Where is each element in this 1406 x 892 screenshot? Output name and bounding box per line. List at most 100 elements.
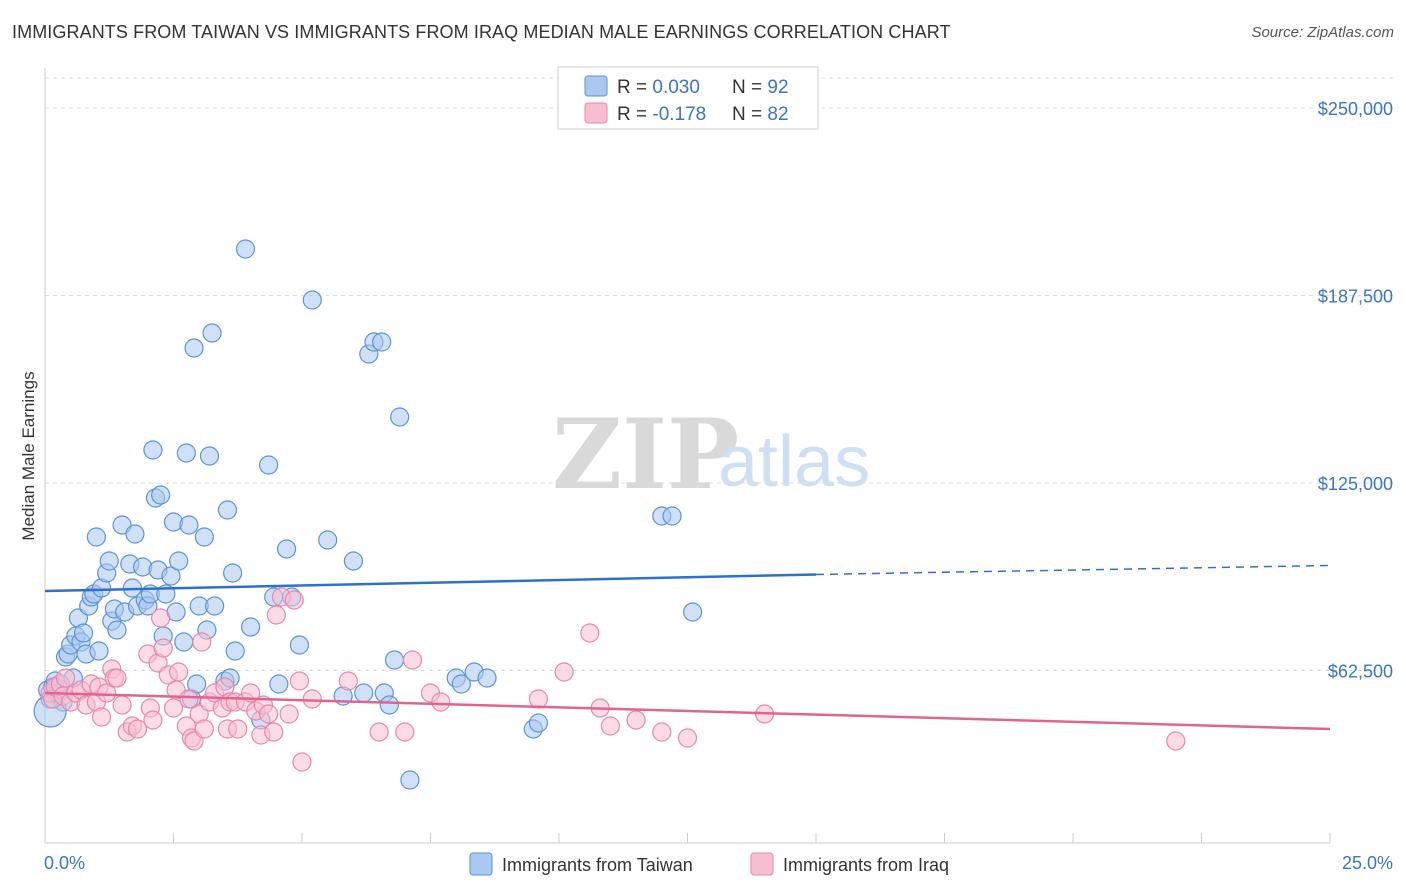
y-tick-label: $250,000 [1318,99,1393,119]
iraq-point [151,608,171,628]
iraq-point [169,662,189,682]
grid-lines [45,77,1395,671]
iraq-point [258,704,279,724]
iraq-point [626,710,646,730]
series-iraq-points [40,587,1186,772]
iraq-point [369,722,389,742]
taiwan-point [184,338,204,358]
svg-text:N = 82: N = 82 [732,104,789,125]
legend-n-value-taiwan: 92 [767,77,788,98]
iraq-point [97,683,117,703]
iraq-trend-line [44,691,1331,731]
legend-n-label-iraq: N = [732,104,767,125]
iraq-point [264,722,284,742]
legend-r-value-iraq: -0.178 [652,104,706,125]
taiwan-point [199,446,220,466]
iraq-point [395,722,415,742]
taiwan-trend-extension [815,564,1331,576]
taiwan-point [241,617,261,637]
iraq-point [192,632,212,652]
taiwan-point [662,506,682,526]
watermark-zip: ZIP [552,398,739,511]
bottom-legend-label-taiwan: Immigrants from Taiwan [502,855,693,875]
x-tick-label-min: 0.0% [44,853,85,873]
iraq-point [677,728,698,748]
iraq-point [55,668,76,688]
legend-n-value-iraq: 82 [767,104,788,125]
y-axis-title: Median Male Earnings [19,371,38,540]
taiwan-point [179,515,199,535]
taiwan-point [477,668,497,688]
bottom-legend-swatch-taiwan [469,852,493,876]
iraq-point [284,590,304,610]
taiwan-point [163,512,184,532]
iraq-point [1166,731,1186,751]
y-tick-label: $125,000 [1318,474,1393,494]
svg-text:R = -0.178: R = -0.178 [617,104,706,125]
taiwan-point [269,674,289,694]
trend-lines [44,564,1331,731]
iraq-point [431,692,451,712]
watermark: ZIP atlas [552,398,870,511]
legend-r-value-taiwan: 0.030 [652,77,700,98]
taiwan-point [225,641,245,661]
iraq-point [143,710,163,730]
taiwan-point [151,485,171,505]
taiwan-point [205,596,225,616]
taiwan-point [174,632,194,652]
taiwan-point [289,635,310,655]
taiwan-point [133,557,153,577]
taiwan-point [318,530,338,550]
legend-r-label-taiwan: R = [617,77,652,98]
taiwan-point [169,551,189,571]
iraq-point [528,689,549,709]
legend-swatch-taiwan [584,75,608,97]
iraq-point [338,671,358,691]
y-tick-label: $62,500 [1328,662,1393,682]
iraq-point [179,689,199,709]
taiwan-point [187,674,207,694]
x-tick-label-max: 25.0% [1342,853,1393,873]
y-tick-label: $187,500 [1318,287,1393,307]
taiwan-point [99,551,119,571]
bottom-legend-swatch-iraq [750,852,774,876]
iraq-point [91,707,112,727]
taiwan-point [73,623,94,643]
taiwan-point [400,770,420,790]
chart-title: IMMIGRANTS FROM TAIWAN VS IMMIGRANTS FRO… [12,22,951,42]
legend-swatch-iraq [584,102,608,124]
iraq-point [107,668,127,688]
iraq-point [652,722,672,742]
iraq-point [289,671,310,691]
taiwan-point [372,332,392,352]
iraq-point [580,623,600,643]
taiwan-point [384,650,405,670]
iraq-point [600,716,621,736]
iraq-point [266,605,286,625]
taiwan-point [125,524,145,544]
iraq-point [112,695,132,715]
taiwan-point [451,674,471,694]
legend-n-label-taiwan: N = [732,77,767,98]
bottom-legend-label-iraq: Immigrants from Iraq [783,855,949,875]
taiwan-point [161,566,181,586]
taiwan-point [235,239,256,259]
taiwan-point [528,713,549,733]
taiwan-point [302,290,322,310]
iraq-point [554,662,574,682]
iraq-point [194,719,214,739]
correlation-legend: R = 0.030 N = 92 R = -0.178 N = 82 [557,66,819,130]
taiwan-trend-line [44,573,817,593]
svg-text:N = 92: N = 92 [732,77,789,98]
taiwan-point [390,407,410,427]
taiwan-point [258,455,279,475]
source-label: Source: ZipAtlas.com [1251,24,1394,41]
taiwan-point [89,641,109,661]
taiwan-point [354,683,374,703]
taiwan-point [107,620,127,640]
iraq-point [279,704,299,724]
iraq-point [153,638,173,658]
taiwan-point [143,440,163,460]
taiwan-point [343,551,363,571]
